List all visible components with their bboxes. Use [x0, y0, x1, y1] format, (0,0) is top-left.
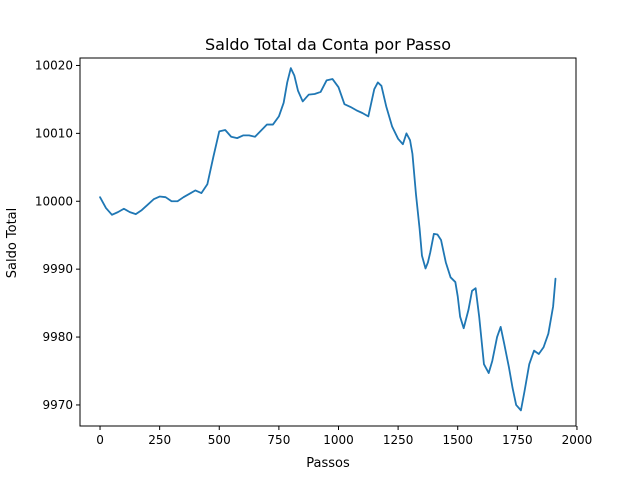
- x-tick-label: 250: [148, 433, 171, 447]
- x-tick-label: 750: [267, 433, 290, 447]
- x-tick-label: 1500: [442, 433, 473, 447]
- y-tick-label: 9990: [42, 262, 73, 276]
- x-axis-ticks: 0 250 500 750 1000 1250 1500 1750 2000: [96, 426, 592, 447]
- y-axis-label: Saldo Total: [5, 208, 20, 279]
- x-tick-label: 1750: [502, 433, 533, 447]
- y-tick-label: 10020: [35, 58, 73, 72]
- plot-frame: [79, 57, 577, 427]
- y-tick-label: 9980: [42, 330, 73, 344]
- y-tick-label: 10010: [35, 126, 73, 140]
- y-tick-label: 9970: [42, 398, 73, 412]
- x-tick-label: 1000: [323, 433, 354, 447]
- x-tick-label: 0: [96, 433, 104, 447]
- y-tick-label: 10000: [35, 194, 73, 208]
- y-axis-ticks: 9970 9980 9990 10000 10010 10020: [35, 58, 80, 412]
- plot-area: [79, 57, 577, 427]
- x-axis-label: Passos: [306, 456, 350, 471]
- x-tick-label: 500: [208, 433, 231, 447]
- chart-title: Saldo Total da Conta por Passo: [205, 35, 451, 54]
- x-tick-label: 2000: [562, 433, 593, 447]
- series-line: [99, 67, 557, 412]
- x-tick-label: 1250: [383, 433, 414, 447]
